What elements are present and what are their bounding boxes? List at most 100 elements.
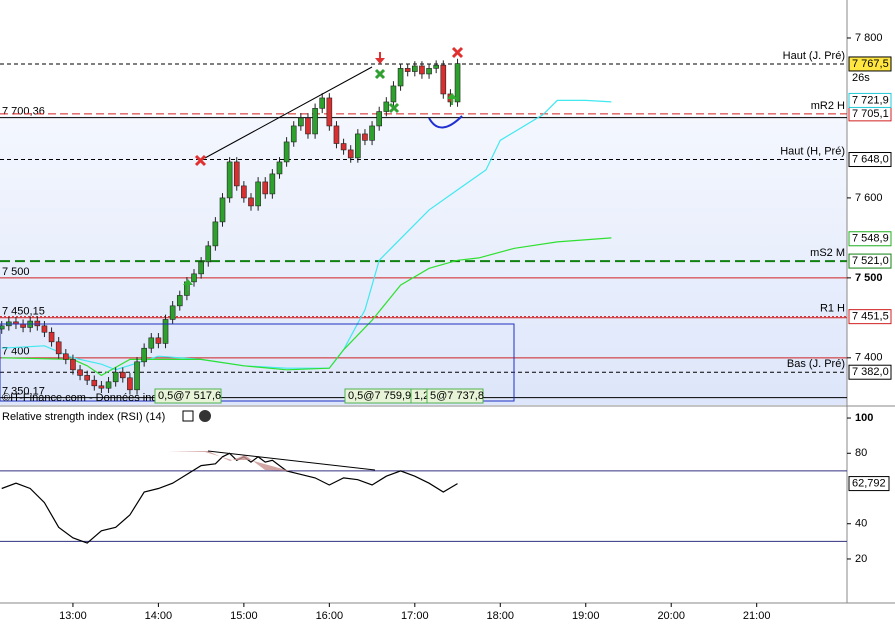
candle-body <box>326 97 333 127</box>
level-box <box>848 253 892 269</box>
candle-body <box>305 117 311 135</box>
window-button[interactable] <box>182 410 194 422</box>
candle-body <box>369 125 375 141</box>
candle-body <box>290 125 297 143</box>
candle-body <box>355 133 361 159</box>
candle-body <box>191 273 197 283</box>
candle-body <box>412 65 418 72</box>
rsi-tick-label: 100 <box>855 412 873 424</box>
order-annotation: 0,5@7 517,6 <box>158 390 221 402</box>
candle-body <box>63 353 69 360</box>
indicator-line <box>1 99 612 371</box>
candle-body <box>298 117 304 127</box>
signal-cross <box>451 46 464 59</box>
candle-body <box>91 379 98 387</box>
signal-cross <box>194 154 207 167</box>
candle-body <box>155 337 162 344</box>
level-label: 7 350,17 <box>2 386 45 398</box>
candle-body <box>347 149 354 159</box>
candle-body <box>55 341 62 355</box>
level-label: 7 450,15 <box>2 306 45 318</box>
level-label: 7 400 <box>2 346 30 358</box>
candle-body <box>233 161 240 187</box>
rsi-header: Relative strength index (RSI) (14) <box>0 408 215 425</box>
rsi-tick-label: 40 <box>855 518 867 530</box>
x-tick-label: 14:00 <box>145 610 173 622</box>
order-annotation-box <box>426 388 484 404</box>
candle-body <box>119 371 126 379</box>
candle-body <box>269 173 276 195</box>
rsi-title: Relative strength index (RSI) (14) <box>2 411 165 423</box>
candle-body <box>212 221 219 247</box>
candle-body <box>219 197 226 223</box>
candle-body <box>105 381 112 389</box>
level-box <box>848 152 892 168</box>
level-box <box>848 56 892 72</box>
level-value: 7 705,1 <box>852 108 889 120</box>
close-button[interactable] <box>199 410 211 422</box>
candle-body <box>77 369 83 376</box>
candle-body <box>390 85 397 103</box>
x-tick-label: 13:00 <box>59 610 87 622</box>
arc <box>428 115 463 129</box>
x-tick-label: 16:00 <box>316 610 344 622</box>
trend-line <box>204 66 373 159</box>
order-annotation: 5@7 737,8 <box>430 390 484 402</box>
level-value: 7 767,5 <box>852 58 889 70</box>
level-name: Haut (J. Pré) <box>783 50 845 62</box>
candle-body <box>112 371 119 383</box>
candle-body <box>383 101 390 112</box>
candle-body <box>141 347 147 363</box>
candle-body <box>0 325 5 330</box>
candle-body <box>226 161 233 199</box>
rsi-tick-label: 20 <box>855 553 867 565</box>
candle-body <box>41 325 48 333</box>
indicator-value: 7 548,9 <box>852 233 889 245</box>
rsi-value-box <box>848 476 890 492</box>
candle-body <box>419 65 425 75</box>
x-tick-label: 19:00 <box>572 610 600 622</box>
watermark: ©IT-Finance.com - Données indicatives <box>2 392 195 404</box>
level-label: 7 700,36 <box>2 106 45 118</box>
signal-cross <box>374 68 400 114</box>
candle-body <box>362 133 368 141</box>
level-value: 7 382,0 <box>852 366 889 378</box>
sell-arrow <box>375 52 385 64</box>
candle-body <box>312 108 318 135</box>
candle-body <box>283 141 290 163</box>
candle-body <box>48 331 55 343</box>
level-value: 7 451,5 <box>852 311 889 323</box>
rsi-line <box>1 452 458 544</box>
timer: 26s <box>852 72 870 84</box>
indicator-box <box>848 231 892 247</box>
zone-rectangle <box>0 323 515 402</box>
rsi-tick-label: 80 <box>855 447 867 459</box>
x-tick-label: 18:00 <box>487 610 515 622</box>
candle-body <box>433 64 439 69</box>
level-box <box>848 364 892 380</box>
level-label: 7 500 <box>2 266 30 278</box>
candle-body <box>127 377 133 391</box>
x-tick-label: 21:00 <box>743 610 771 622</box>
level-value: 7 648,0 <box>852 153 889 165</box>
candle-body <box>148 337 155 349</box>
indicator-value: 7 721,9 <box>852 94 889 106</box>
candle-body <box>34 320 41 327</box>
y-tick-label: 7 500 <box>855 272 883 284</box>
indicator-line <box>1 237 612 377</box>
divergence-area <box>168 451 290 471</box>
candle-body <box>262 181 269 195</box>
candle-body <box>340 143 347 151</box>
order-annotation: 0,5@7 759,9 <box>348 390 411 402</box>
candle-body <box>98 385 105 389</box>
x-tick-label: 15:00 <box>230 610 258 622</box>
drawings <box>0 46 515 402</box>
candle-body <box>176 295 183 307</box>
candle-body <box>376 111 382 127</box>
candle-body <box>426 68 432 75</box>
candle-body <box>205 245 212 263</box>
candle-body <box>84 375 90 381</box>
candle-body <box>248 197 254 207</box>
level-name: Bas (J. Pré) <box>787 358 845 370</box>
level-name: Haut (H, Pré) <box>780 145 845 157</box>
